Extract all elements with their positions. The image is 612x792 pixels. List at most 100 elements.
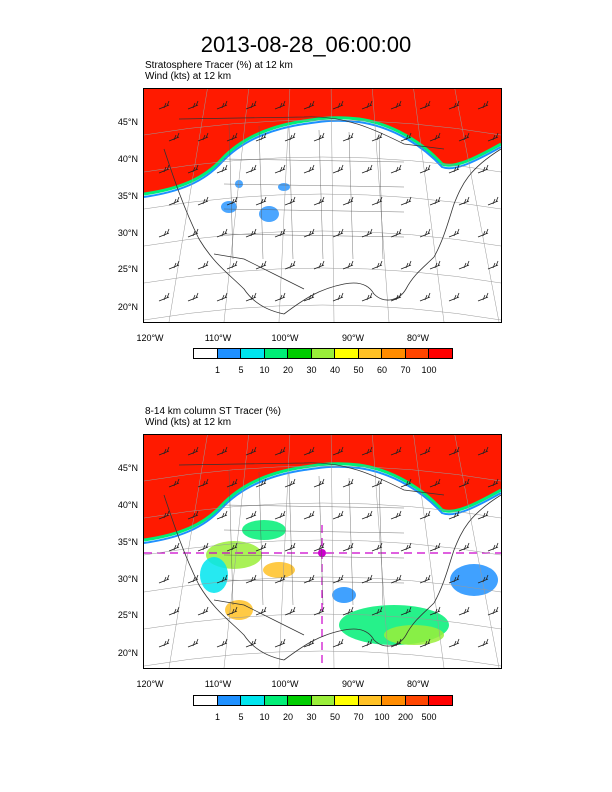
wind-barb bbox=[245, 100, 257, 110]
wind-barb bbox=[168, 478, 180, 488]
wind-barb bbox=[158, 164, 170, 174]
longitude-label: 120°W bbox=[136, 679, 164, 689]
wind-barb bbox=[342, 478, 354, 488]
wind-barb bbox=[477, 100, 489, 110]
longitude-gridline bbox=[372, 435, 390, 668]
wind-barb bbox=[313, 132, 325, 142]
wind-barb bbox=[187, 292, 199, 302]
wind-barb bbox=[487, 196, 499, 206]
colorbar-label: 5 bbox=[238, 365, 244, 375]
wind-barb bbox=[400, 606, 412, 616]
tracer-gradient-edge bbox=[144, 462, 501, 542]
wind-barb bbox=[303, 228, 315, 238]
wind-barb bbox=[187, 100, 199, 110]
us-canada-border bbox=[178, 462, 445, 496]
colorbar-label: 20 bbox=[282, 365, 293, 375]
wind-barb bbox=[274, 574, 286, 584]
wind-barb bbox=[429, 196, 441, 206]
wind-barb bbox=[361, 292, 373, 302]
wind-barb bbox=[332, 164, 344, 174]
state-border bbox=[288, 127, 294, 260]
wind-barb bbox=[313, 542, 325, 552]
wind-barb bbox=[419, 100, 431, 110]
wind-barb bbox=[419, 164, 431, 174]
wind-barb bbox=[419, 638, 431, 648]
panel1-colorbar: 1 5 10 20 30 40 50 60 70 100 bbox=[193, 348, 453, 375]
wind-barb bbox=[168, 260, 180, 270]
wind-barb bbox=[361, 100, 373, 110]
wind-barb bbox=[245, 228, 257, 238]
wind-barb bbox=[477, 510, 489, 520]
wind-barb bbox=[313, 478, 325, 488]
wind-barb bbox=[187, 510, 199, 520]
colorbar-swatch bbox=[287, 695, 312, 706]
wind-barb bbox=[458, 132, 470, 142]
state-border bbox=[223, 233, 405, 238]
wind-barb bbox=[448, 100, 460, 110]
wind-barb bbox=[216, 446, 228, 456]
panel2-subtitle-wind: Wind (kts) at 12 km bbox=[145, 417, 232, 428]
state-border bbox=[223, 504, 405, 509]
latitude-label: 25°N bbox=[117, 264, 138, 274]
wind-barb bbox=[458, 196, 470, 206]
state-border bbox=[228, 469, 234, 606]
map-canvas bbox=[144, 435, 501, 668]
wind-barb bbox=[390, 100, 402, 110]
wind-barb bbox=[216, 510, 228, 520]
longitude-label: 100°W bbox=[271, 333, 299, 343]
wind-barb bbox=[361, 164, 373, 174]
wind-barb bbox=[448, 510, 460, 520]
state-border bbox=[223, 183, 405, 188]
wind-barb bbox=[332, 574, 344, 584]
wind-barb bbox=[400, 260, 412, 270]
colorbar-label: 10 bbox=[259, 712, 270, 722]
state-border bbox=[223, 579, 405, 584]
wind-barb bbox=[429, 542, 441, 552]
tracer-patch bbox=[278, 183, 290, 191]
wind-barb bbox=[313, 260, 325, 270]
wind-barb bbox=[168, 196, 180, 206]
colorbar-swatch bbox=[287, 348, 312, 359]
latitude-label: 35°N bbox=[117, 537, 138, 547]
wind-barb bbox=[158, 446, 170, 456]
colorbar-swatch bbox=[381, 695, 406, 706]
wind-barb bbox=[429, 132, 441, 142]
stratosphere-tracer-high-region bbox=[144, 435, 501, 540]
latitude-label: 25°N bbox=[117, 610, 138, 620]
colorbar-label: 30 bbox=[306, 712, 317, 722]
colorbar-label: 500 bbox=[421, 712, 437, 722]
wind-barb bbox=[245, 446, 257, 456]
wind-barb bbox=[448, 164, 460, 174]
tracer-patch bbox=[263, 562, 295, 578]
longitude-label: 90°W bbox=[341, 679, 365, 689]
wind-barb bbox=[419, 292, 431, 302]
wind-barb bbox=[342, 542, 354, 552]
latitude-gridline bbox=[144, 193, 501, 210]
wind-barb bbox=[332, 510, 344, 520]
wind-barb bbox=[274, 164, 286, 174]
state-border bbox=[223, 529, 405, 534]
wind-barb bbox=[458, 542, 470, 552]
colorbar-swatch bbox=[357, 348, 383, 359]
tracer-patch bbox=[225, 600, 253, 620]
wind-barb bbox=[400, 132, 412, 142]
colorbar-label: 200 bbox=[397, 712, 414, 722]
wind-barb bbox=[274, 228, 286, 238]
wind-barb bbox=[429, 478, 441, 488]
longitude-gridline bbox=[413, 89, 445, 322]
wind-barb bbox=[284, 606, 296, 616]
wind-barb bbox=[371, 196, 383, 206]
wind-barb bbox=[303, 510, 315, 520]
wind-barb bbox=[390, 510, 402, 520]
panel2-colorbar: 1 5 10 20 30 50 70 100 200 500 bbox=[193, 695, 453, 722]
wind-barb bbox=[361, 574, 373, 584]
wind-barb bbox=[216, 164, 228, 174]
colorbar-swatch bbox=[357, 695, 383, 706]
panel1-subtitle-wind: Wind (kts) at 12 km bbox=[145, 71, 232, 82]
wind-barb bbox=[168, 606, 180, 616]
wind-barb bbox=[158, 100, 170, 110]
wind-barb bbox=[255, 542, 267, 552]
state-border bbox=[378, 133, 384, 260]
latitude-label: 45°N bbox=[117, 463, 138, 473]
colorbar-label: 100 bbox=[421, 365, 437, 375]
